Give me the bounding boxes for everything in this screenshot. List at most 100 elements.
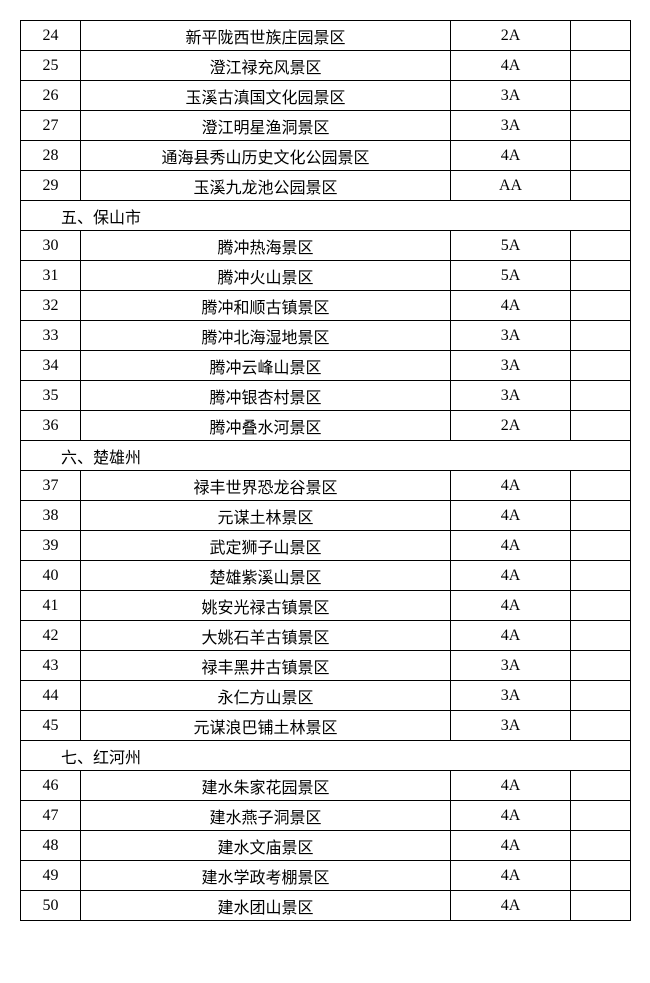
extra-cell [571,231,631,261]
scenic-area-grade: 4A [451,591,571,621]
extra-cell [571,891,631,921]
scenic-area-grade: 5A [451,261,571,291]
scenic-area-name: 大姚石羊古镇景区 [81,621,451,651]
scenic-area-name: 建水文庙景区 [81,831,451,861]
row-number: 37 [21,471,81,501]
row-number: 24 [21,21,81,51]
table-row: 41姚安光禄古镇景区4A [21,591,631,621]
row-number: 48 [21,831,81,861]
extra-cell [571,21,631,51]
scenic-area-name: 楚雄紫溪山景区 [81,561,451,591]
row-number: 44 [21,681,81,711]
extra-cell [571,381,631,411]
extra-cell [571,681,631,711]
table-row: 29玉溪九龙池公园景区AA [21,171,631,201]
scenic-area-grade: 4A [451,861,571,891]
scenic-area-grade: 3A [451,351,571,381]
scenic-area-name: 腾冲云峰山景区 [81,351,451,381]
scenic-area-name: 玉溪古滇国文化园景区 [81,81,451,111]
scenic-area-name: 腾冲银杏村景区 [81,381,451,411]
row-number: 46 [21,771,81,801]
scenic-area-grade: 3A [451,111,571,141]
scenic-area-name: 禄丰世界恐龙谷景区 [81,471,451,501]
section-header: 六、楚雄州 [21,441,631,471]
extra-cell [571,651,631,681]
scenic-area-table-container: 24新平陇西世族庄园景区2A25澄江禄充风景区4A26玉溪古滇国文化园景区3A2… [20,20,630,921]
extra-cell [571,171,631,201]
row-number: 40 [21,561,81,591]
scenic-area-grade: 4A [451,891,571,921]
table-row: 36腾冲叠水河景区2A [21,411,631,441]
scenic-area-name: 永仁方山景区 [81,681,451,711]
scenic-area-grade: 3A [451,651,571,681]
row-number: 45 [21,711,81,741]
table-row: 42大姚石羊古镇景区4A [21,621,631,651]
scenic-area-name: 腾冲火山景区 [81,261,451,291]
table-row: 27澄江明星渔洞景区3A [21,111,631,141]
table-row: 六、楚雄州 [21,441,631,471]
scenic-area-name: 腾冲叠水河景区 [81,411,451,441]
scenic-area-name: 元谋土林景区 [81,501,451,531]
scenic-area-table: 24新平陇西世族庄园景区2A25澄江禄充风景区4A26玉溪古滇国文化园景区3A2… [20,20,631,921]
scenic-area-name: 建水朱家花园景区 [81,771,451,801]
scenic-area-grade: 3A [451,81,571,111]
extra-cell [571,531,631,561]
table-row: 45元谋浪巴铺土林景区3A [21,711,631,741]
scenic-area-grade: 4A [451,501,571,531]
extra-cell [571,831,631,861]
table-row: 50建水团山景区4A [21,891,631,921]
table-row: 35腾冲银杏村景区3A [21,381,631,411]
row-number: 25 [21,51,81,81]
scenic-area-name: 建水团山景区 [81,891,451,921]
extra-cell [571,471,631,501]
table-row: 39武定狮子山景区4A [21,531,631,561]
scenic-area-grade: 3A [451,711,571,741]
scenic-area-grade: 2A [451,21,571,51]
row-number: 39 [21,531,81,561]
extra-cell [571,621,631,651]
table-row: 48建水文庙景区4A [21,831,631,861]
table-row: 43禄丰黑井古镇景区3A [21,651,631,681]
scenic-area-name: 腾冲和顺古镇景区 [81,291,451,321]
table-row: 49建水学政考棚景区4A [21,861,631,891]
extra-cell [571,261,631,291]
extra-cell [571,861,631,891]
row-number: 26 [21,81,81,111]
section-header: 五、保山市 [21,201,631,231]
scenic-area-name: 新平陇西世族庄园景区 [81,21,451,51]
row-number: 36 [21,411,81,441]
scenic-area-grade: 4A [451,51,571,81]
table-body: 24新平陇西世族庄园景区2A25澄江禄充风景区4A26玉溪古滇国文化园景区3A2… [21,21,631,921]
extra-cell [571,711,631,741]
row-number: 47 [21,801,81,831]
table-row: 40楚雄紫溪山景区4A [21,561,631,591]
scenic-area-grade: 5A [451,231,571,261]
scenic-area-name: 腾冲热海景区 [81,231,451,261]
table-row: 26玉溪古滇国文化园景区3A [21,81,631,111]
table-row: 46建水朱家花园景区4A [21,771,631,801]
extra-cell [571,111,631,141]
section-header: 七、红河州 [21,741,631,771]
scenic-area-grade: 3A [451,681,571,711]
row-number: 29 [21,171,81,201]
row-number: 27 [21,111,81,141]
scenic-area-name: 姚安光禄古镇景区 [81,591,451,621]
scenic-area-grade: 3A [451,321,571,351]
table-row: 47建水燕子洞景区4A [21,801,631,831]
scenic-area-name: 腾冲北海湿地景区 [81,321,451,351]
extra-cell [571,141,631,171]
row-number: 50 [21,891,81,921]
table-row: 32腾冲和顺古镇景区4A [21,291,631,321]
scenic-area-name: 武定狮子山景区 [81,531,451,561]
scenic-area-name: 玉溪九龙池公园景区 [81,171,451,201]
extra-cell [571,351,631,381]
scenic-area-grade: 4A [451,621,571,651]
table-row: 25澄江禄充风景区4A [21,51,631,81]
row-number: 49 [21,861,81,891]
extra-cell [571,501,631,531]
scenic-area-name: 澄江禄充风景区 [81,51,451,81]
scenic-area-grade: 4A [451,291,571,321]
extra-cell [571,291,631,321]
scenic-area-grade: 4A [451,771,571,801]
row-number: 30 [21,231,81,261]
